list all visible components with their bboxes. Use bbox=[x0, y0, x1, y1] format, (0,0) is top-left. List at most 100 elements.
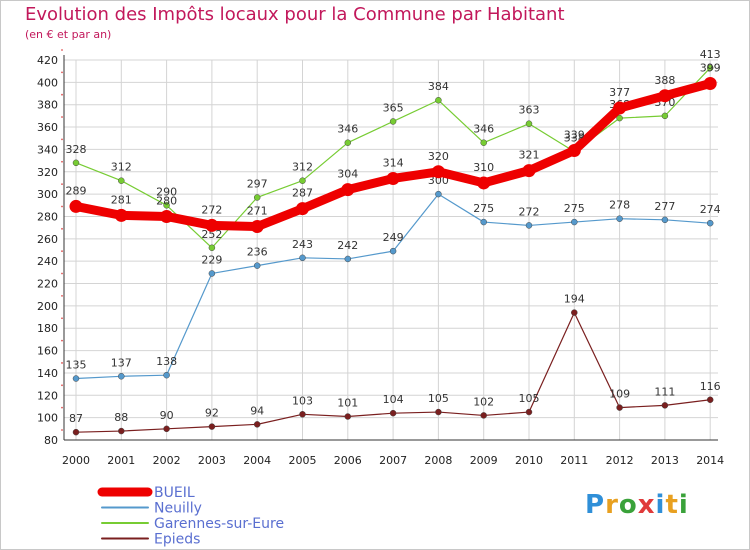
data-label: 94 bbox=[250, 404, 264, 417]
axis-minor-tick bbox=[61, 227, 63, 230]
data-point bbox=[435, 408, 442, 416]
data-label: 275 bbox=[473, 202, 494, 215]
axis-minor-tick bbox=[61, 339, 63, 342]
logo-letter: i bbox=[655, 490, 666, 520]
data-label: 252 bbox=[201, 228, 222, 241]
data-label: 105 bbox=[519, 392, 540, 405]
axis-minor-tick bbox=[61, 205, 63, 208]
x-tick-label: 2014 bbox=[696, 454, 724, 467]
data-point bbox=[616, 114, 623, 122]
data-point bbox=[706, 396, 714, 404]
y-tick-label: 280 bbox=[37, 210, 58, 223]
axis-minor-tick bbox=[61, 406, 63, 409]
y-tick-label: 300 bbox=[37, 188, 58, 201]
x-tick-label: 2001 bbox=[107, 454, 135, 467]
data-point bbox=[477, 176, 491, 190]
y-tick-label: 220 bbox=[37, 278, 58, 291]
data-point bbox=[389, 118, 397, 125]
data-point bbox=[208, 270, 216, 277]
y-tick-label: 420 bbox=[37, 54, 58, 67]
data-point bbox=[118, 177, 125, 184]
axis-minor-tick bbox=[61, 317, 63, 320]
data-label: 377 bbox=[609, 86, 630, 99]
legend-label: Epieds bbox=[154, 532, 200, 548]
data-label: 339 bbox=[564, 129, 585, 142]
data-label: 384 bbox=[428, 80, 449, 93]
data-label: 271 bbox=[247, 205, 268, 218]
data-label: 314 bbox=[383, 156, 404, 169]
data-label: 272 bbox=[201, 203, 222, 216]
x-tick-label: 2004 bbox=[243, 454, 271, 467]
data-point bbox=[344, 139, 352, 146]
data-point bbox=[208, 244, 216, 252]
data-point bbox=[616, 404, 623, 411]
x-tick-label: 2000 bbox=[62, 454, 90, 467]
data-label: 243 bbox=[292, 238, 313, 251]
x-tick-label: 2011 bbox=[560, 454, 588, 467]
data-label: 92 bbox=[205, 407, 219, 420]
data-point bbox=[344, 413, 352, 420]
x-tick-label: 2012 bbox=[606, 454, 634, 467]
data-point bbox=[341, 183, 355, 197]
axis-minor-tick bbox=[61, 160, 63, 163]
logo-letter: t bbox=[665, 490, 679, 520]
data-label: 328 bbox=[66, 143, 87, 156]
data-label: 280 bbox=[156, 194, 177, 207]
data-point bbox=[480, 218, 487, 226]
axis-minor-tick bbox=[61, 93, 63, 96]
data-label: 277 bbox=[654, 200, 675, 213]
data-point bbox=[525, 120, 533, 127]
data-point bbox=[205, 218, 219, 232]
x-tick-label: 2002 bbox=[153, 454, 181, 467]
axis-minor-tick bbox=[61, 49, 63, 51]
data-label: 101 bbox=[337, 397, 358, 410]
data-point bbox=[299, 254, 306, 262]
data-label: 272 bbox=[519, 205, 540, 218]
data-point bbox=[118, 427, 125, 435]
data-label: 242 bbox=[337, 239, 358, 252]
data-label: 413 bbox=[700, 48, 721, 61]
data-label: 135 bbox=[66, 359, 87, 372]
data-label: 229 bbox=[201, 253, 222, 266]
data-label: 289 bbox=[66, 184, 87, 197]
x-tick-label: 2010 bbox=[515, 454, 543, 467]
x-tick-label: 2005 bbox=[289, 454, 317, 467]
data-label: 116 bbox=[700, 380, 721, 393]
logo-letter: i bbox=[678, 490, 689, 520]
x-tick-label: 2003 bbox=[198, 454, 226, 467]
data-point bbox=[69, 199, 83, 213]
chart-title: Evolution des Impôts locaux pour la Comm… bbox=[25, 4, 565, 25]
data-label: 138 bbox=[156, 355, 177, 368]
legend-label: Neuilly bbox=[154, 501, 202, 517]
data-point bbox=[163, 425, 170, 433]
data-label: 281 bbox=[111, 193, 132, 206]
y-tick-label: 340 bbox=[37, 143, 58, 156]
x-tick-label: 2009 bbox=[470, 454, 498, 467]
data-point bbox=[431, 165, 445, 179]
data-point bbox=[253, 262, 261, 269]
y-tick-label: 80 bbox=[44, 434, 58, 447]
data-label: 312 bbox=[111, 161, 132, 174]
data-label: 236 bbox=[247, 246, 268, 259]
x-tick-label: 2013 bbox=[651, 454, 679, 467]
data-label: 346 bbox=[473, 123, 494, 136]
y-tick-label: 200 bbox=[37, 300, 58, 313]
data-point bbox=[163, 202, 170, 209]
x-tick-label: 2008 bbox=[424, 454, 452, 467]
data-label: 312 bbox=[292, 161, 313, 174]
data-label: 304 bbox=[337, 168, 358, 181]
y-tick-label: 360 bbox=[37, 121, 58, 134]
data-label: 87 bbox=[69, 412, 83, 425]
data-point bbox=[296, 202, 309, 216]
data-label: 111 bbox=[654, 385, 675, 398]
data-point bbox=[571, 218, 578, 226]
data-label: 194 bbox=[564, 293, 585, 306]
data-point bbox=[389, 247, 397, 255]
y-tick-label: 160 bbox=[37, 345, 58, 358]
data-point bbox=[435, 96, 442, 104]
logo-letter: r bbox=[605, 490, 619, 520]
data-point bbox=[613, 101, 627, 115]
axis-minor-tick bbox=[61, 272, 63, 275]
